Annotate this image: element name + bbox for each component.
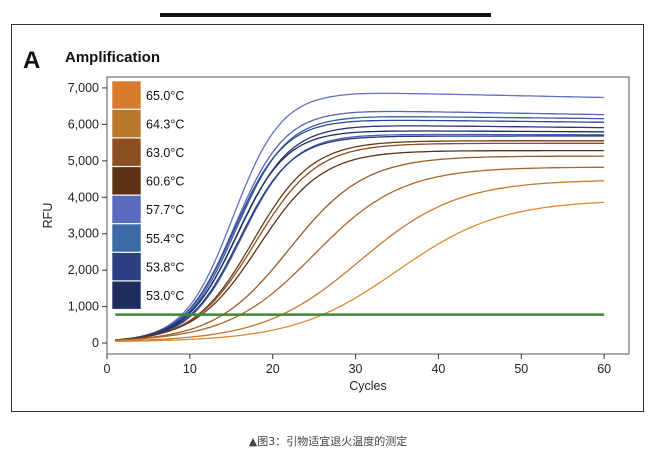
series-line-10	[115, 142, 605, 341]
y-tick-label: 3,000	[68, 227, 99, 241]
x-tick-label: 10	[183, 362, 197, 376]
series-line-13	[115, 166, 605, 341]
legend-swatch	[111, 137, 142, 167]
legend-label: 64.3°C	[146, 117, 184, 131]
x-tick-label: 60	[597, 362, 611, 376]
legend-swatch	[111, 223, 142, 253]
y-tick-label: 6,000	[68, 117, 99, 131]
legend-label: 60.6°C	[146, 175, 184, 189]
x-axis-label: Cycles	[349, 379, 387, 393]
y-tick-label: 7,000	[68, 81, 99, 95]
figure-frame: A Amplification 65.0°C 64.3°C 63.0°C 60.6°C…	[11, 24, 644, 412]
series-line-14	[115, 180, 605, 342]
x-tick-label: 0	[104, 362, 111, 376]
series-line-12	[115, 155, 605, 341]
x-tick-label: 20	[266, 362, 280, 376]
legend: 65.0°C 64.3°C 63.0°C 60.6°C 57.7°C 55.4°C 53.8…	[111, 80, 184, 310]
y-tick-label: 4,000	[68, 190, 99, 204]
series-line-6	[115, 130, 605, 341]
x-tick-label: 50	[514, 362, 528, 376]
legend-swatch	[111, 109, 142, 138]
legend-label: 63.0°C	[146, 146, 184, 160]
legend-label: 65.0°C	[146, 89, 184, 103]
series-lines	[115, 92, 605, 343]
y-tick-label: 0	[92, 336, 99, 350]
x-tick-label: 30	[349, 362, 363, 376]
y-axis-label: RFU	[41, 203, 55, 229]
legend-label: 57.7°C	[146, 203, 184, 217]
y-tick-label: 5,000	[68, 154, 99, 168]
legend-swatch	[111, 280, 142, 310]
y-tick-label: 2,000	[68, 263, 99, 277]
top-divider-rule	[160, 13, 491, 17]
series-line-11	[115, 149, 605, 341]
series-line-4	[115, 119, 605, 341]
series-line-7	[115, 133, 605, 342]
legend-swatch	[111, 252, 142, 281]
series-line-1	[115, 92, 605, 341]
series-line-15	[115, 201, 605, 343]
legend-swatch	[111, 166, 142, 196]
legend-label: 53.0°C	[146, 289, 184, 303]
legend-label: 53.8°C	[146, 260, 184, 274]
legend-swatch	[111, 80, 142, 110]
x-tick-label: 40	[431, 362, 445, 376]
chart-title: Amplification	[65, 49, 160, 66]
plot-area-border	[106, 76, 630, 355]
legend-label: 55.4°C	[146, 232, 184, 246]
figure-caption: ▲图3：引物适宜退火温度的测定	[248, 435, 408, 448]
legend-swatch	[111, 195, 142, 224]
y-tick-label: 1,000	[68, 300, 99, 314]
amplification-chart: A Amplification 65.0°C 64.3°C 63.0°C 60.6°C…	[23, 47, 630, 393]
series-line-8	[115, 135, 605, 341]
series-line-3	[115, 116, 605, 341]
panel-letter: A	[23, 47, 40, 74]
axes: 0 1,000 2,000 3,000 4,000 5,000 6,000 7,000 0 10 2…	[68, 76, 630, 376]
